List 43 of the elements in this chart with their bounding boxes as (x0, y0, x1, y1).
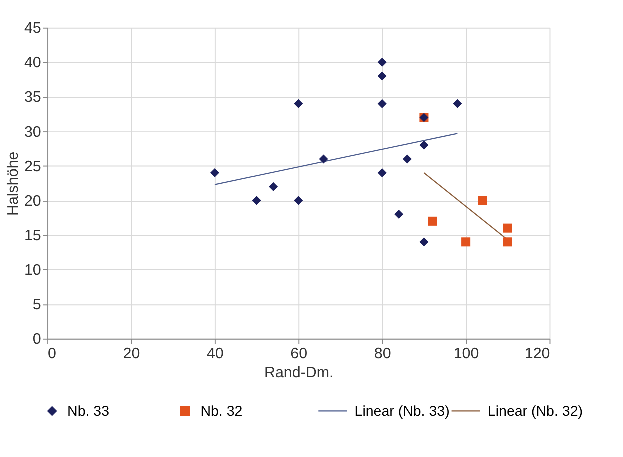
x-tick-label: 20 (123, 345, 140, 362)
point (210, 168, 220, 178)
y-tick-label: 40 (24, 54, 42, 72)
point (294, 196, 304, 206)
legend-label: Linear (Nb. 32) (488, 404, 583, 420)
point (478, 196, 488, 206)
y-tick-label: 10 (24, 262, 42, 280)
y-tick-label: 5 (32, 296, 42, 314)
y-tick-label: 30 (24, 124, 42, 141)
point (378, 72, 387, 81)
x-tick-label: 60 (290, 345, 308, 362)
point (453, 99, 462, 108)
y-tick-label: 25 (24, 158, 42, 176)
x-tick-label: 100 (454, 345, 480, 362)
point (294, 99, 304, 108)
point (462, 238, 471, 247)
x-axis-title: Rand-Dm. (264, 364, 334, 382)
y-tick-label: 35 (24, 89, 42, 106)
point (420, 140, 429, 150)
x-tick-label: 0 (48, 345, 56, 362)
x-tick-label: 80 (374, 345, 392, 362)
point (428, 216, 438, 226)
point (252, 196, 262, 206)
y-tick-label: 45 (24, 20, 42, 38)
x-tick-label: 40 (206, 345, 224, 362)
point (269, 182, 278, 192)
point (378, 99, 387, 108)
point (402, 154, 412, 164)
y-tick-label: 15 (24, 227, 42, 244)
y-axis-title: Halshöhe (4, 152, 22, 216)
point (394, 210, 404, 220)
point (503, 238, 512, 247)
point (503, 224, 512, 233)
point (319, 154, 328, 164)
legend-label: Linear (Nb. 33) (354, 404, 450, 420)
y-tick-label: 0 (32, 331, 42, 348)
point (378, 58, 387, 67)
point (378, 168, 387, 178)
y-tick-label: 20 (24, 192, 42, 210)
legend-label: Nb. 33 (68, 404, 110, 420)
point (420, 238, 429, 247)
x-tick-label: 120 (524, 345, 550, 362)
legend-label: Nb. 32 (200, 404, 243, 420)
